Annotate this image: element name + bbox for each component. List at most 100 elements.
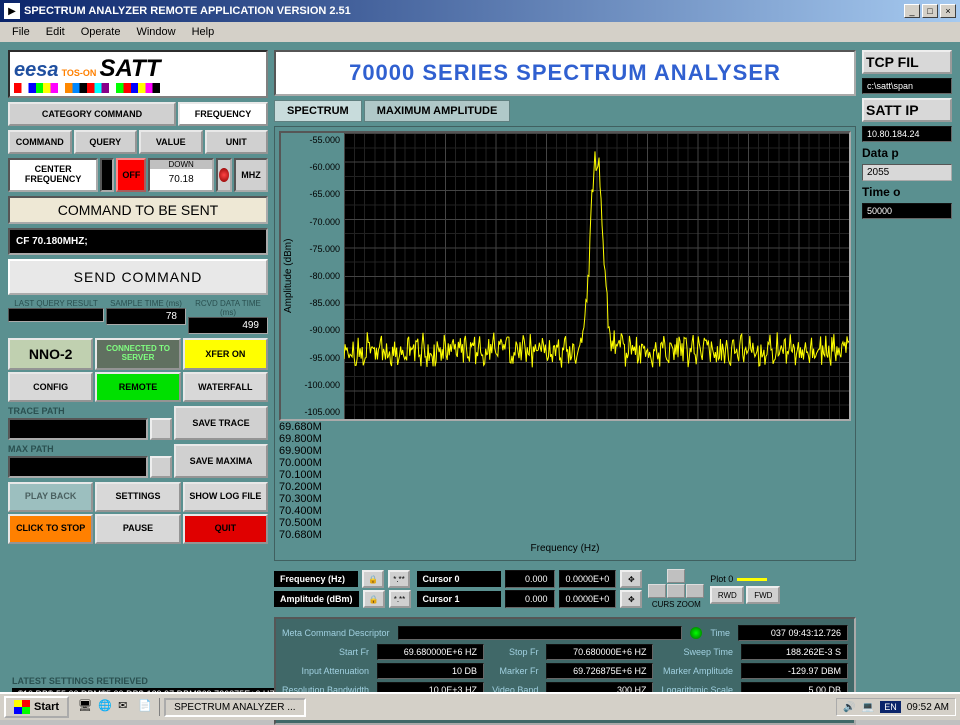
stop-fr-label: Stop Fr — [492, 647, 538, 657]
tcp-path-value[interactable]: c:\satt\span — [862, 78, 952, 94]
remote-button[interactable]: REMOTE — [95, 372, 180, 402]
start-fr-label: Start Fr — [282, 647, 369, 657]
esa-logo: eesa — [14, 59, 59, 81]
max-path-input[interactable] — [8, 456, 148, 478]
windows-flag-icon — [14, 700, 30, 714]
menu-window[interactable]: Window — [128, 24, 183, 40]
tcp-file-header: TCP FIL — [862, 50, 952, 74]
waterfall-button[interactable]: WATERFALL — [183, 372, 268, 402]
cursor1-move-icon[interactable]: ✥ — [620, 590, 642, 608]
cursor0-label: Cursor 0 — [417, 571, 501, 587]
unit-button[interactable]: UNIT — [205, 130, 269, 154]
ql-icon-2[interactable]: 🌐 — [97, 698, 115, 716]
save-trace-button[interactable]: SAVE TRACE — [174, 406, 268, 440]
meta-descriptor-label: Meta Command Descriptor — [282, 628, 390, 638]
settings-button[interactable]: SETTINGS — [95, 482, 180, 512]
command-button[interactable]: COMMAND — [8, 130, 72, 154]
maximize-button[interactable]: □ — [922, 4, 938, 18]
pan-left-button[interactable] — [648, 584, 666, 598]
x-axis-ticks: 69.680M69.800M69.900M70.000M70.100M70.20… — [279, 421, 851, 541]
freq-lock-button[interactable]: 🔒 — [362, 570, 384, 588]
playback-button[interactable]: PLAY BACK — [8, 482, 93, 512]
menu-edit[interactable]: Edit — [38, 24, 73, 40]
pan-up-button[interactable] — [667, 569, 685, 583]
marker-amp-label: Marker Amplitude — [661, 666, 733, 676]
satt-label: SATT — [99, 55, 160, 82]
taskbar-task[interactable]: SPECTRUM ANALYZER ... — [164, 698, 306, 717]
trace-browse-button[interactable] — [150, 418, 172, 440]
ql-icon-1[interactable]: 🖥 — [77, 698, 95, 716]
y-axis-ticks: -55.000-60.000-65.000-70.000-75.000-80.0… — [296, 133, 344, 419]
pan-controls[interactable] — [648, 569, 704, 598]
marker-fr-value: 69.726875E+6 HZ — [546, 663, 653, 679]
send-command-button[interactable]: SEND COMMAND — [8, 259, 268, 295]
cursor1-label: Cursor 1 — [417, 591, 501, 607]
tray-icon-1[interactable]: 🔊 — [843, 702, 855, 713]
freq-value[interactable]: 70.18 — [150, 169, 212, 190]
timeout-value[interactable]: 50000 — [862, 203, 952, 219]
save-maxima-button[interactable]: SAVE MAXIMA — [174, 444, 268, 478]
rwd-button[interactable]: RWD — [710, 586, 744, 604]
center-frequency-label: CENTER FREQUENCY — [8, 158, 98, 192]
amp-readout-label: Amplitude (dBm) — [274, 591, 359, 607]
trace-path-input[interactable] — [8, 418, 148, 440]
plot0-label: Plot 0 — [710, 574, 733, 584]
menu-help[interactable]: Help — [184, 24, 223, 40]
flags-strip — [14, 83, 160, 93]
toggle-switch[interactable] — [100, 158, 114, 192]
click-to-stop-button[interactable]: CLICK TO STOP — [8, 514, 93, 544]
pan-center-button[interactable] — [667, 584, 685, 598]
tab-spectrum[interactable]: SPECTRUM — [274, 100, 362, 122]
cursor0-move-icon[interactable]: ✥ — [620, 570, 642, 588]
status-led-icon — [690, 627, 702, 639]
off-button[interactable]: OFF — [116, 158, 146, 192]
unit-mhz: MHZ — [234, 158, 268, 192]
x-axis-label: Frequency (Hz) — [279, 541, 851, 556]
pan-right-button[interactable] — [686, 584, 704, 598]
curszoom-label: CURS ZOOM — [652, 600, 701, 609]
minimize-button[interactable]: _ — [904, 4, 920, 18]
category-command-tab[interactable]: CATEGORY COMMAND — [8, 102, 176, 126]
meta-descriptor-value — [398, 626, 683, 640]
value-button[interactable]: VALUE — [139, 130, 203, 154]
query-button[interactable]: QUERY — [74, 130, 138, 154]
amp-lock-button[interactable]: 🔒 — [363, 590, 385, 608]
quit-button[interactable]: QUIT — [183, 514, 268, 544]
toson-label: TOS-ON — [62, 68, 97, 78]
close-button[interactable]: × — [940, 4, 956, 18]
ql-icon-3[interactable]: ✉ — [117, 698, 135, 716]
time-label: Time — [710, 628, 730, 638]
show-log-button[interactable]: SHOW LOG FILE — [183, 482, 268, 512]
start-label: Start — [34, 701, 59, 713]
menubar: File Edit Operate Window Help — [0, 22, 960, 42]
ip-value[interactable]: 10.80.184.24 — [862, 126, 952, 142]
marker-fr-label: Marker Fr — [492, 666, 538, 676]
timeout-label: Time o — [862, 185, 952, 199]
tray-icon-2[interactable]: 💻 — [862, 702, 874, 713]
freq-readout-label: Frequency (Hz) — [274, 571, 358, 587]
config-button[interactable]: CONFIG — [8, 372, 93, 402]
max-browse-button[interactable] — [150, 456, 172, 478]
cursor1-freq: 0.000 — [505, 590, 555, 608]
freq-led — [216, 158, 232, 192]
menu-file[interactable]: File — [4, 24, 38, 40]
rcvd-time-value: 499 — [188, 317, 268, 334]
start-button[interactable]: Start — [4, 696, 69, 718]
fwd-button[interactable]: FWD — [746, 586, 780, 604]
last-query-value — [8, 308, 104, 322]
tab-maximum-amplitude[interactable]: MAXIMUM AMPLITUDE — [364, 100, 511, 122]
xfer-button[interactable]: XFER ON — [183, 338, 268, 370]
nno-status: NNO-2 — [8, 338, 93, 370]
marker-amp-value: -129.97 DBM — [741, 663, 848, 679]
tray-lang[interactable]: EN — [880, 701, 901, 713]
amp-format-button[interactable]: *.** — [389, 590, 411, 608]
freq-format-button[interactable]: *.** — [388, 570, 410, 588]
menu-operate[interactable]: Operate — [73, 24, 129, 40]
pause-button[interactable]: PAUSE — [95, 514, 180, 544]
command-display: CF 70.180MHZ; — [8, 228, 268, 255]
ql-icon-4[interactable]: 📄 — [137, 698, 155, 716]
port-value[interactable]: 2055 — [862, 164, 952, 181]
frequency-tab[interactable]: FREQUENCY — [178, 102, 268, 126]
time-value: 037 09:43:12.726 — [738, 625, 848, 641]
cursor0-freq: 0.000 — [505, 570, 555, 588]
